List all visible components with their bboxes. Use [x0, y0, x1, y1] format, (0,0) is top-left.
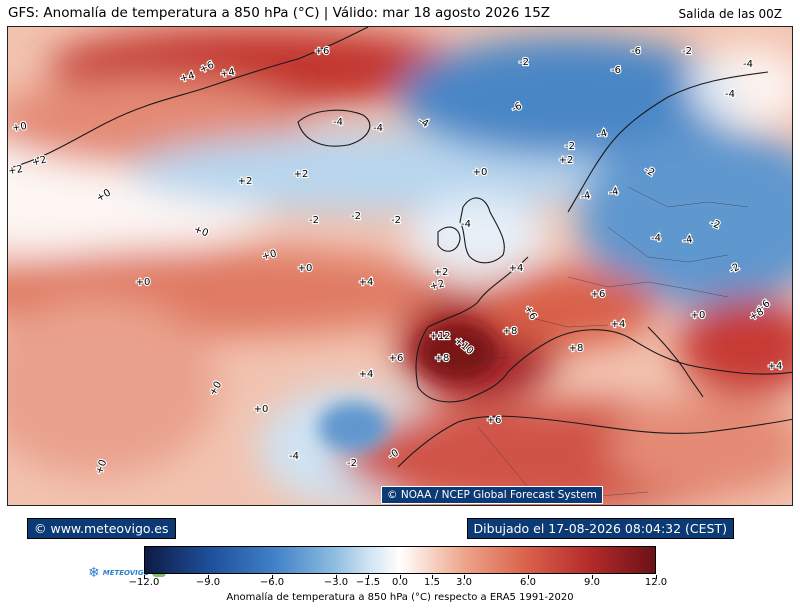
contour-label: +4 [219, 67, 235, 80]
contour-label: -4 [373, 123, 383, 134]
colorbar-tick [400, 575, 401, 579]
contour-label: -2 [309, 215, 319, 226]
drawn-timestamp-badge: Dibujado el 17-08-2026 08:04:32 (CEST) [466, 518, 734, 539]
colorbar-caption: Anomalía de temperatura a 850 hPa (°C) r… [226, 592, 574, 603]
contour-label: +2 [294, 169, 309, 180]
colorbar-tick-label: 1.5 [424, 577, 440, 588]
scandinavia-coast [567, 71, 769, 213]
website-badge[interactable]: © www.meteovigo.es [27, 518, 176, 539]
contour-label: +2 [429, 278, 446, 292]
colorbar-tick [336, 575, 337, 579]
contour-label: -4 [289, 451, 299, 462]
contour-label: -2 [565, 141, 575, 152]
british-isles-coast [459, 197, 505, 264]
contour-label: +4 [359, 277, 374, 288]
logo-wordmark: METEOVIGO [102, 569, 150, 577]
anomaly-map: +6 +6 +4 +4 +0 +2 +2 +0 +2 +2 +0 -2 -2 -2 +0 +0 +0 +4 +2 +2… [7, 26, 793, 506]
colorbar-tick-label: −1.5 [355, 577, 381, 588]
contour-label: -2 [708, 218, 721, 232]
iceland-coast [297, 109, 371, 147]
contour-label: -4 [608, 186, 620, 199]
contour-label: +2 [559, 155, 574, 166]
contour-label: +8 [435, 353, 450, 364]
contour-label: +0 [261, 248, 278, 262]
colorbar-tick-label: 9.0 [584, 577, 600, 588]
contour-label: +0 [473, 167, 488, 178]
contour-label: +4 [509, 263, 524, 274]
contour-label: +0 [254, 404, 269, 415]
contour-label: +2 [238, 176, 253, 187]
contour-label: +0 [11, 121, 27, 134]
contour-label: -2 [519, 57, 529, 68]
contour-label: -4 [682, 234, 694, 247]
contour-label: -2 [391, 215, 401, 226]
map-canvas: +6+6+4 +4+0+2+2+0+2+2+0-2 -2 -2+0+0+0 +4+2+2… [8, 27, 792, 505]
contour-label: -4 [725, 89, 735, 100]
colorbar-tick [656, 575, 657, 579]
colorbar-gradient [144, 546, 656, 574]
contour-label: +12 [429, 331, 450, 342]
mediterranean-coast [552, 329, 792, 375]
coastlines [12, 27, 792, 468]
contour-label: +6 [389, 353, 404, 364]
north-africa-coast [397, 415, 792, 468]
colorbar-tick [144, 575, 145, 579]
colorbar-tick-label: −3.0 [323, 577, 349, 588]
colorbar-tick [432, 575, 433, 579]
colorbar-tick-label: −12.0 [128, 577, 160, 588]
colorbar-tick-label: 12.0 [644, 577, 668, 588]
colorbar-tick-label: −6.0 [259, 577, 285, 588]
anomaly-field [8, 27, 792, 505]
greenland-coast [12, 27, 369, 168]
contour-label: -2 [351, 211, 361, 222]
colorbar-tick-label: −9.0 [195, 577, 221, 588]
colorbar-tick [528, 575, 529, 579]
contour-label: +2 [31, 154, 48, 168]
contour-label: +6 [591, 289, 606, 300]
map-title: GFS: Anomalía de temperatura a 850 hPa (… [8, 5, 551, 21]
europe-atlantic-coast [415, 256, 554, 403]
contour-label: +6 [315, 46, 330, 57]
contour-label: -4 [580, 190, 592, 203]
model-run-label: Salida de las 00Z [678, 7, 782, 21]
colorbar-tick [592, 575, 593, 579]
contour-label: +4 [179, 70, 196, 84]
contour-label: +4 [768, 361, 783, 372]
contour-label: +4 [359, 369, 374, 380]
colorbar-tick [464, 575, 465, 579]
contour-labels: +6+6+4 +4+0+2+2+0+2+2+0-2 -2 -2+0+0+0 +4+2+2… [8, 45, 783, 477]
italy-coast [647, 326, 704, 398]
contour-label: +8 [503, 326, 518, 337]
colorbar-tick-label: 3.0 [456, 577, 472, 588]
contour-label: +0 [691, 310, 706, 321]
colorbar-tick [272, 575, 273, 579]
data-credit-badge: © NOAA / NCEP Global Forecast System [381, 486, 603, 504]
contour-label: +0 [298, 263, 313, 274]
contour-label: +6 [487, 415, 502, 426]
contour-label: -2 [682, 46, 692, 57]
contour-label: +8 [569, 343, 584, 354]
colorbar [144, 546, 657, 579]
colorbar-tick-label: 0.0 [392, 577, 408, 588]
contour-label: -6 [631, 46, 641, 57]
contour-label: -2 [347, 458, 357, 469]
contour-label: +2 [434, 267, 449, 278]
contour-label: +2 [8, 164, 24, 177]
contour-label: +0 [136, 277, 151, 288]
colorbar-tick [368, 575, 369, 579]
contour-label: +4 [611, 319, 626, 330]
ireland-coast [437, 226, 461, 252]
colorbar-tick-label: 6.0 [520, 577, 536, 588]
snowflake-icon: ❄ [88, 565, 100, 581]
contour-label: -6 [611, 65, 621, 76]
contour-label: -4 [333, 117, 343, 128]
contour-label: -4 [651, 233, 661, 244]
contour-label: -4 [743, 59, 753, 70]
contour-label: -4 [596, 128, 608, 141]
colorbar-tick [208, 575, 209, 579]
contour-label: -4 [461, 219, 471, 230]
